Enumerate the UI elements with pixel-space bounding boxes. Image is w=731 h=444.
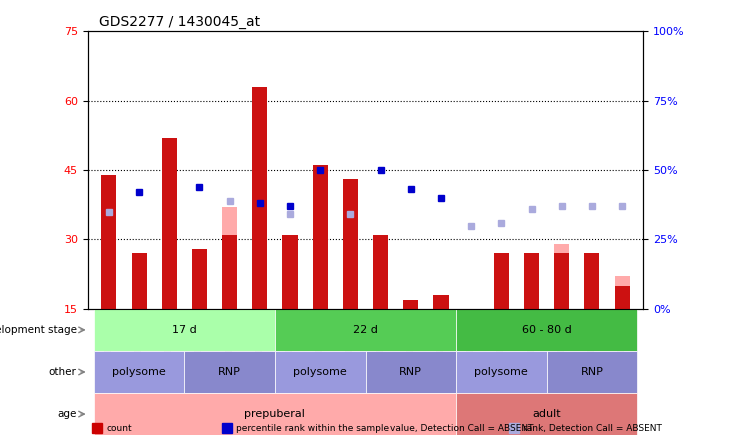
Bar [615, 277, 629, 309]
Bar [313, 165, 327, 309]
Bar [343, 179, 358, 309]
FancyBboxPatch shape [547, 351, 637, 393]
Text: RNP: RNP [580, 367, 603, 377]
Bar [222, 235, 237, 309]
Bar [404, 300, 418, 309]
Text: 17 d: 17 d [172, 325, 197, 335]
FancyBboxPatch shape [456, 309, 637, 351]
Bar [584, 253, 599, 309]
Bar [282, 235, 298, 309]
FancyBboxPatch shape [184, 351, 275, 393]
Text: RNP: RNP [218, 367, 241, 377]
Bar [584, 253, 599, 309]
Bar [162, 138, 177, 309]
FancyBboxPatch shape [275, 309, 456, 351]
Text: GDS2277 / 1430045_at: GDS2277 / 1430045_at [99, 15, 260, 29]
FancyBboxPatch shape [94, 351, 184, 393]
FancyBboxPatch shape [366, 351, 456, 393]
Text: 22 d: 22 d [353, 325, 378, 335]
FancyBboxPatch shape [94, 309, 275, 351]
FancyBboxPatch shape [456, 351, 547, 393]
Text: polysome: polysome [474, 367, 529, 377]
Bar [433, 295, 449, 309]
Bar [102, 277, 116, 309]
Text: age: age [57, 409, 77, 419]
Bar [222, 207, 237, 309]
Bar [132, 253, 147, 309]
Bar [554, 244, 569, 309]
Text: RNP: RNP [399, 367, 423, 377]
Text: other: other [49, 367, 77, 377]
Bar [192, 249, 207, 309]
Text: 60 - 80 d: 60 - 80 d [522, 325, 572, 335]
Bar [102, 174, 116, 309]
Bar [373, 235, 388, 309]
FancyBboxPatch shape [94, 393, 456, 435]
Text: count: count [106, 424, 132, 433]
Text: polysome: polysome [293, 367, 347, 377]
Bar [252, 87, 268, 309]
Bar [615, 285, 629, 309]
Bar [494, 253, 509, 309]
Text: rank, Detection Call = ABSENT: rank, Detection Call = ABSENT [523, 424, 662, 433]
Text: adult: adult [532, 409, 561, 419]
Bar [554, 253, 569, 309]
Text: prepuberal: prepuberal [244, 409, 306, 419]
Text: polysome: polysome [112, 367, 166, 377]
Bar [524, 253, 539, 309]
Text: percentile rank within the sample: percentile rank within the sample [236, 424, 389, 433]
Bar [282, 262, 298, 309]
FancyBboxPatch shape [275, 351, 366, 393]
Text: development stage: development stage [0, 325, 77, 335]
FancyBboxPatch shape [456, 393, 637, 435]
Text: value, Detection Call = ABSENT: value, Detection Call = ABSENT [390, 424, 534, 433]
